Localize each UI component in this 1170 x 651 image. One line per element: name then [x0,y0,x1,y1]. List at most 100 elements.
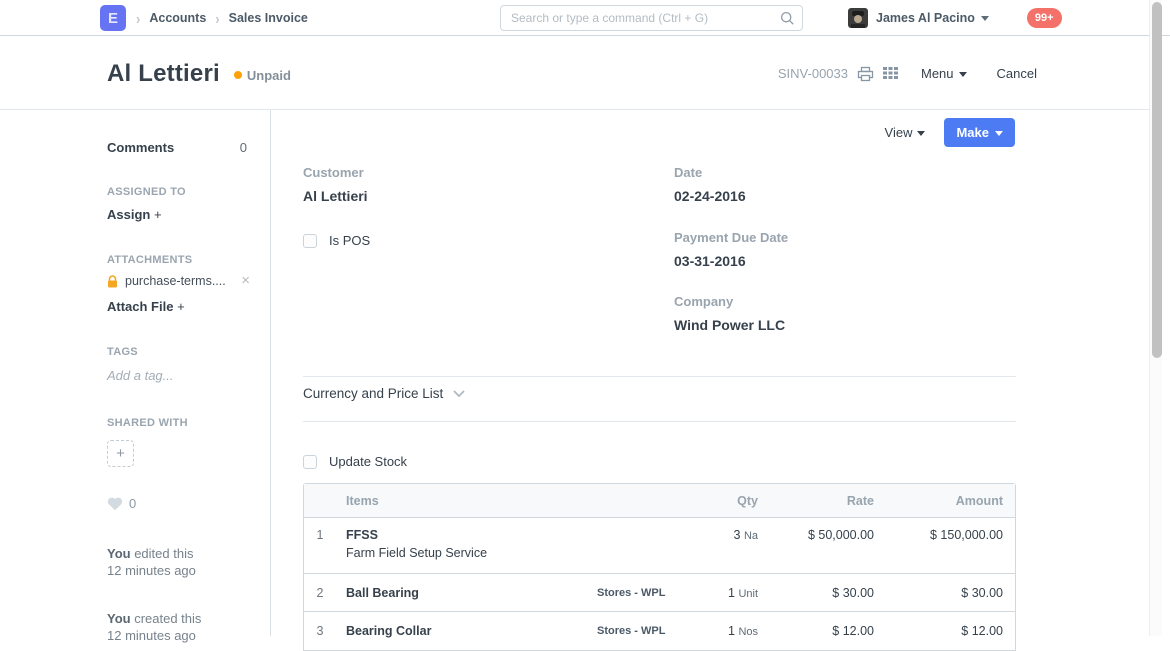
make-button[interactable]: Make [944,118,1015,147]
table-row[interactable]: 1 FFSS Farm Field Setup Service 3 Na $ 5… [304,518,1015,574]
comments-link[interactable]: Comments 0 [107,140,247,155]
cancel-button[interactable]: Cancel [996,66,1037,81]
plus-icon: + [153,207,162,222]
like-widget: 0 [107,496,136,511]
grid-icon[interactable] [883,67,899,80]
edited-by: You [107,546,131,561]
is-pos-checkbox[interactable] [303,233,317,248]
assign-label: Assign [107,207,151,222]
attach-file-button[interactable]: Attach File + [107,299,185,314]
global-search [500,5,803,31]
edited-activity: You edited this 12 minutes ago [107,545,196,579]
navbar-user-area: James Al Pacino 99+ [848,0,1062,36]
due-date-label: Payment Due Date [674,230,789,245]
item-name: Ball Bearing [346,585,419,600]
status-dot-icon [233,71,242,79]
item-name: Bearing Collar [346,624,432,638]
update-stock-field[interactable]: Update Stock [303,454,407,469]
comments-count: 0 [239,140,247,155]
qty-uom: Nos [738,626,758,638]
print-icon[interactable] [857,66,874,82]
update-stock-checkbox[interactable] [303,454,317,469]
make-label: Make [956,125,989,140]
company-label: Company [674,294,734,309]
document-id: SINV-00033 [777,66,848,81]
table-row[interactable]: 3 Bearing Collar Stores - WPL 1 Nos $ 12… [304,612,1015,650]
assign-button[interactable]: Assign + [107,207,162,222]
row-number: 3 [316,624,324,638]
update-stock-label: Update Stock [329,454,408,469]
items-table-header: Items Qty Rate Amount [304,484,1015,518]
breadcrumb-sales-invoice[interactable]: Sales Invoice [228,11,308,25]
item-qty: 3 Na [697,528,772,542]
chevron-right-icon: › [136,9,141,27]
user-menu[interactable]: James Al Pacino [876,11,989,25]
created-by: You [107,611,131,626]
scrollbar-track[interactable] [1149,0,1162,636]
tags-heading: TAGS [107,346,138,358]
chevron-down-icon [453,390,465,397]
breadcrumb-accounts[interactable]: Accounts [149,11,207,25]
close-icon[interactable]: × [241,272,250,289]
is-pos-field[interactable]: Is POS [303,233,370,248]
item-qty: 1 Nos [697,624,772,638]
due-date-value[interactable]: 03-31-2016 [674,253,746,269]
created-action: created this [130,611,202,626]
notifications-badge[interactable]: 99+ [1026,8,1062,28]
currency-section-label: Currency and Price List [303,386,444,401]
shared-with-heading: SHARED WITH [107,417,188,429]
status-badge: Unpaid [233,68,291,83]
amount-header: Amount [955,493,1003,508]
attach-file-label: Attach File [107,299,174,314]
qty-uom: Unit [738,587,758,600]
table-row[interactable]: 2 Ball Bearing Stores - WPL 1 Unit $ 30.… [304,574,1015,612]
assigned-to-heading: ASSIGNED TO [107,186,186,198]
items-header: Items [346,493,379,508]
edited-action: edited this [130,546,194,561]
chevron-down-icon [958,72,967,78]
qty-value: 1 [728,624,735,638]
search-icon[interactable] [780,11,795,26]
item-qty: 1 Unit [697,586,772,600]
navbar: E › Accounts › Sales Invoice James Al Pa… [0,0,1170,36]
qty-value: 3 [733,528,741,542]
menu-button[interactable]: Menu [921,66,967,81]
attachment-item: purchase-terms.... × [107,272,250,289]
item-description: Farm Field Setup Service [346,546,488,560]
item-warehouse: Stores - WPL [597,586,666,599]
user-name-label: James Al Pacino [876,11,975,25]
chevron-down-icon [917,131,926,137]
avatar[interactable] [848,8,868,28]
company-value[interactable]: Wind Power LLC [674,317,786,333]
add-tag-input[interactable]: Add a tag... [107,368,174,383]
item-warehouse: Stores - WPL [597,625,666,637]
heart-icon[interactable] [107,497,123,511]
plus-icon: + [177,299,185,314]
customer-value[interactable]: Al Lettieri [303,188,368,204]
page-head: Al Lettieri Unpaid SINV-00033 Menu Cance… [0,37,1158,110]
share-add-button[interactable]: + [107,440,134,467]
qty-value: 1 [728,585,735,600]
scrollbar-thumb[interactable] [1152,2,1162,358]
qty-uom: Na [743,530,758,542]
item-amount: $ 150,000.00 [930,528,1003,542]
currency-section-toggle[interactable]: Currency and Price List [303,386,465,401]
date-value[interactable]: 02-24-2016 [674,188,746,204]
view-button[interactable]: View [885,125,926,140]
comments-label: Comments [107,140,175,155]
item-rate: $ 50,000.00 [807,528,874,542]
items-table: Items Qty Rate Amount 1 FFSS Farm Field … [303,483,1016,651]
search-input[interactable] [501,6,802,30]
page-title: Al Lettieri [107,59,220,87]
form-toolbar: View Make [885,118,1015,147]
app-logo[interactable]: E [100,5,126,31]
attachment-link[interactable]: purchase-terms.... [125,274,226,288]
date-label: Date [674,165,703,180]
item-rate: $ 12.00 [832,624,874,638]
menu-label: Menu [921,66,954,81]
chevron-right-icon: › [215,9,220,27]
customer-label: Customer [303,165,364,180]
chevron-down-icon [995,131,1003,137]
breadcrumb: › Accounts › Sales Invoice [136,0,308,36]
section-divider [303,421,1016,422]
